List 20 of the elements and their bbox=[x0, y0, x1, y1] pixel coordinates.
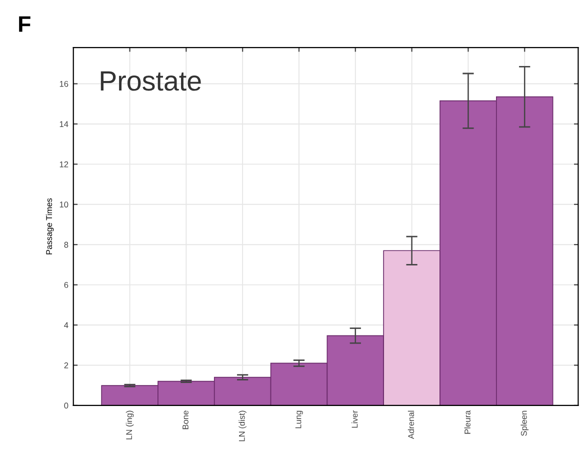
y-tick-label: 4 bbox=[64, 322, 68, 328]
x-tick-label: Lung bbox=[295, 410, 303, 428]
y-tick-label: 0 bbox=[64, 402, 68, 409]
x-tick-label: Adrenal bbox=[408, 410, 414, 439]
y-tick-label: 10 bbox=[60, 202, 68, 208]
x-tick-label: Bone bbox=[182, 410, 188, 430]
x-tick-label: LN (dist) bbox=[238, 410, 246, 442]
x-tick-label: Liver bbox=[352, 410, 358, 428]
x-tick-label: Spleen bbox=[520, 410, 528, 436]
annotation: Prostate bbox=[100, 71, 201, 91]
y-tick-label: 12 bbox=[60, 161, 68, 168]
x-tick-label: LN (ing) bbox=[126, 410, 134, 440]
y-tick-label: 2 bbox=[64, 362, 68, 368]
text: F bbox=[19, 16, 30, 32]
y-tick-label: 14 bbox=[60, 121, 68, 127]
y-axis-title: Passage Times bbox=[46, 198, 54, 254]
y-tick-label: 16 bbox=[60, 80, 68, 87]
x-tick-label: Pleura bbox=[464, 410, 470, 434]
y-tick-label: 6 bbox=[64, 282, 68, 288]
y-tick-label: 8 bbox=[64, 242, 68, 248]
